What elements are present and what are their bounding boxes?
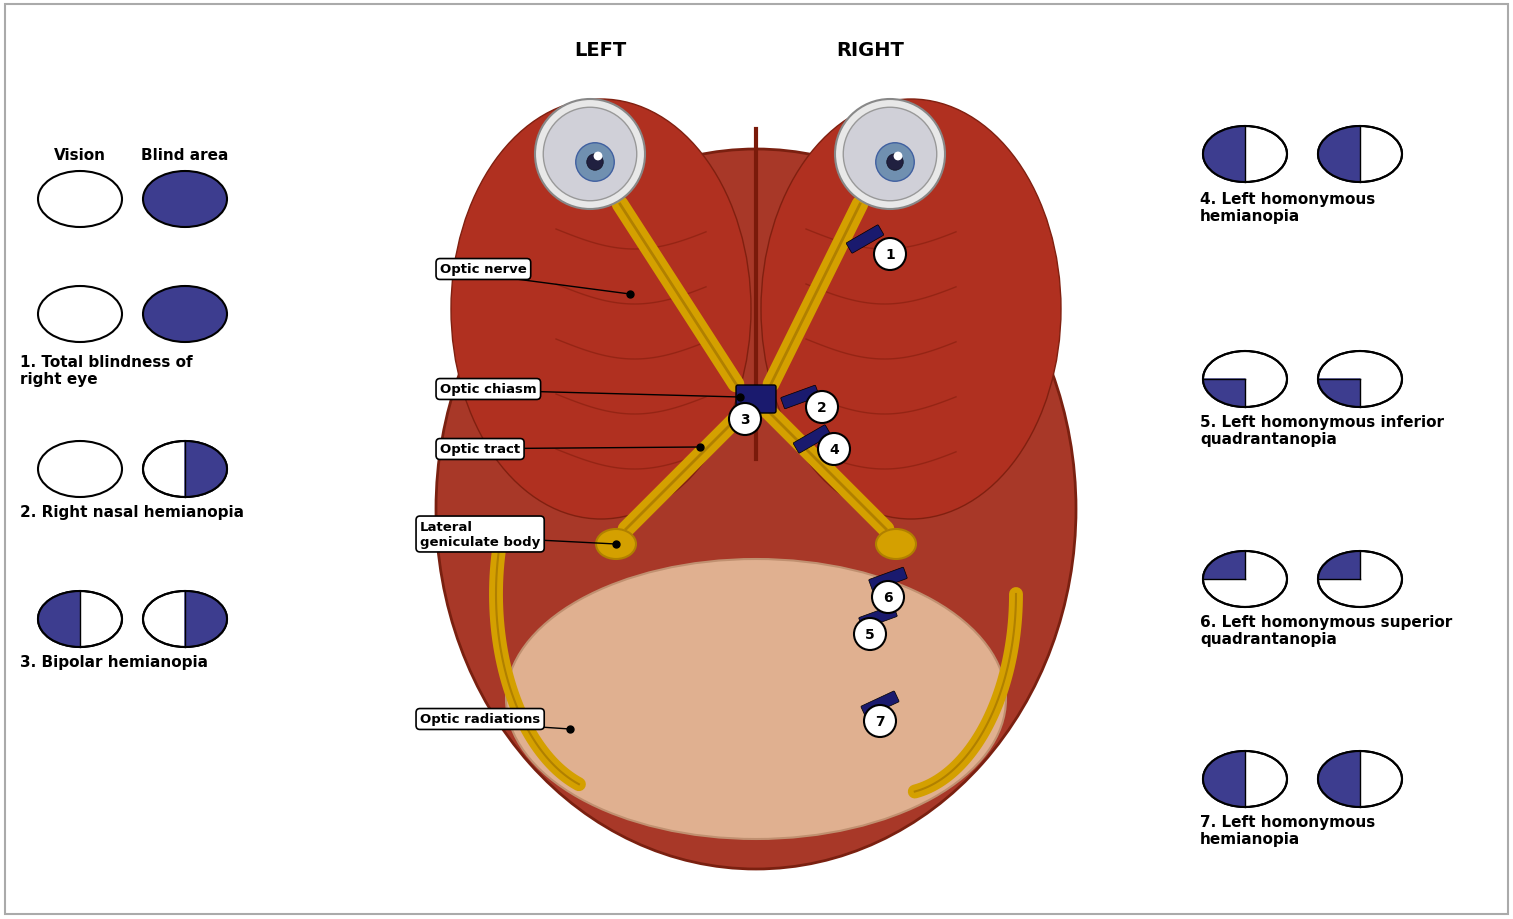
Polygon shape (185, 591, 227, 647)
Text: Blind area: Blind area (141, 147, 228, 163)
FancyBboxPatch shape (859, 606, 897, 629)
Ellipse shape (38, 172, 123, 228)
Ellipse shape (1203, 551, 1288, 607)
Polygon shape (1318, 551, 1360, 579)
Text: 2. Right nasal hemianopia: 2. Right nasal hemianopia (20, 505, 244, 519)
Circle shape (853, 618, 887, 651)
Circle shape (843, 108, 937, 201)
Text: 7: 7 (875, 714, 885, 728)
Ellipse shape (1318, 127, 1403, 183)
Text: 1. Total blindness of
right eye: 1. Total blindness of right eye (20, 355, 192, 387)
Polygon shape (1318, 380, 1360, 407)
Circle shape (864, 705, 896, 737)
Circle shape (729, 403, 761, 436)
Text: LEFT: LEFT (573, 40, 626, 60)
Text: Optic chiasm: Optic chiasm (440, 383, 537, 396)
Circle shape (576, 143, 614, 182)
Ellipse shape (144, 287, 227, 343)
Polygon shape (38, 591, 80, 647)
Ellipse shape (505, 560, 1006, 839)
Ellipse shape (1318, 751, 1403, 807)
Text: 3: 3 (740, 413, 750, 426)
Ellipse shape (876, 529, 915, 560)
Text: Optic nerve: Optic nerve (440, 263, 527, 277)
FancyBboxPatch shape (846, 226, 884, 254)
Text: 5. Left homonymous inferior
quadrantanopia: 5. Left homonymous inferior quadrantanop… (1200, 414, 1443, 447)
Circle shape (819, 434, 850, 466)
Text: Vision: Vision (54, 147, 106, 163)
Ellipse shape (144, 172, 227, 228)
Circle shape (543, 108, 637, 201)
FancyBboxPatch shape (781, 386, 819, 409)
FancyBboxPatch shape (868, 568, 908, 591)
Ellipse shape (1203, 127, 1288, 183)
Ellipse shape (596, 529, 635, 560)
Text: 1: 1 (885, 248, 894, 262)
Polygon shape (1203, 751, 1245, 807)
Ellipse shape (38, 287, 123, 343)
Ellipse shape (1318, 551, 1403, 607)
Circle shape (887, 154, 903, 171)
Polygon shape (1203, 551, 1245, 579)
Ellipse shape (38, 591, 123, 647)
Text: 4. Left homonymous
hemianopia: 4. Left homonymous hemianopia (1200, 192, 1375, 224)
FancyBboxPatch shape (861, 691, 899, 717)
FancyBboxPatch shape (735, 386, 776, 414)
Text: 7. Left homonymous
hemianopia: 7. Left homonymous hemianopia (1200, 814, 1375, 846)
Circle shape (587, 154, 604, 171)
Ellipse shape (38, 441, 123, 497)
Text: Optic radiations: Optic radiations (421, 713, 540, 726)
Ellipse shape (1203, 352, 1288, 407)
Ellipse shape (144, 591, 227, 647)
FancyBboxPatch shape (793, 425, 831, 454)
Circle shape (593, 153, 602, 161)
Text: 6: 6 (884, 590, 893, 605)
Text: 2: 2 (817, 401, 828, 414)
Ellipse shape (451, 100, 750, 519)
Ellipse shape (144, 441, 227, 497)
Circle shape (835, 100, 946, 210)
Text: 6. Left homonymous superior
quadrantanopia: 6. Left homonymous superior quadrantanop… (1200, 614, 1452, 647)
Polygon shape (185, 441, 227, 497)
Circle shape (806, 391, 838, 424)
Polygon shape (1203, 380, 1245, 407)
Ellipse shape (1203, 751, 1288, 807)
Circle shape (876, 143, 914, 182)
Polygon shape (1318, 127, 1360, 183)
Text: Lateral
geniculate body: Lateral geniculate body (421, 520, 540, 549)
Text: RIGHT: RIGHT (837, 40, 903, 60)
Circle shape (871, 582, 903, 613)
Circle shape (894, 153, 902, 161)
Circle shape (536, 100, 645, 210)
Polygon shape (1203, 127, 1245, 183)
Text: 4: 4 (829, 443, 838, 457)
Ellipse shape (1318, 352, 1403, 407)
Text: 5: 5 (865, 628, 875, 641)
Polygon shape (1318, 751, 1360, 807)
Text: 3. Bipolar hemianopia: 3. Bipolar hemianopia (20, 654, 207, 669)
Ellipse shape (761, 100, 1061, 519)
Ellipse shape (436, 150, 1076, 869)
Text: Optic tract: Optic tract (440, 443, 520, 456)
Circle shape (875, 239, 906, 271)
